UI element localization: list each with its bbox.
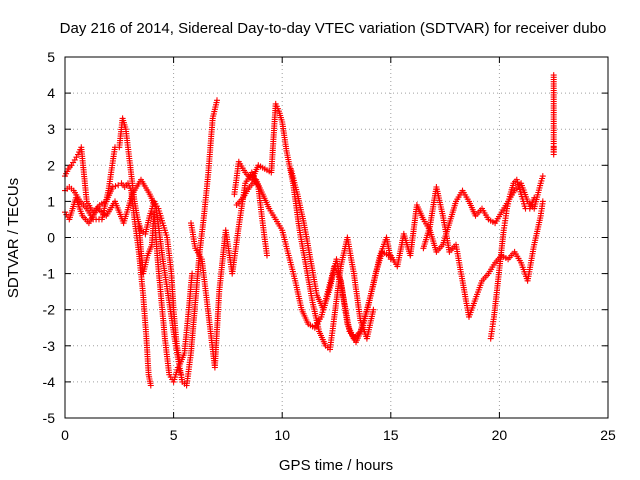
data-point-track-11 — [531, 194, 538, 201]
data-points — [62, 72, 557, 389]
plot-frame — [64, 56, 609, 419]
data-point-track-6 — [370, 306, 377, 313]
y-tick-label: 2 — [47, 157, 55, 173]
tick-labels: 0 5 10 15 20 25 -5 -4 -3 -2 -1 0 1 2 3 4 5 — [43, 49, 616, 443]
chart-title: Day 216 of 2014, Sidereal Day-to-day VTE… — [60, 20, 607, 37]
y-tick-label: 4 — [47, 85, 55, 101]
data-point-track-5 — [264, 252, 270, 259]
y-tick-label: -5 — [43, 410, 56, 426]
data-point-track-1 — [147, 382, 154, 389]
y-tick-label: -4 — [43, 374, 56, 390]
data-point-track-10 — [539, 198, 546, 205]
grid-lines — [65, 57, 608, 418]
data-point-track-2 — [189, 270, 196, 277]
x-tick-label: 10 — [274, 427, 290, 443]
y-tick-label: 5 — [47, 49, 55, 65]
x-tick-label: 15 — [383, 427, 399, 443]
y-axis-label: SDTVAR / TECUs — [5, 178, 22, 298]
x-tick-label: 20 — [492, 427, 508, 443]
y-tick-label: 3 — [47, 121, 55, 137]
data-point-track-12 — [550, 144, 557, 151]
y-tick-label: -3 — [43, 338, 56, 354]
data-point-track-3 — [214, 97, 220, 104]
data-point-track-9 — [539, 173, 546, 180]
x-tick-label: 0 — [61, 427, 69, 443]
y-tick-label: 0 — [47, 230, 55, 246]
data-point-track-4 — [178, 371, 185, 378]
x-tick-label: 25 — [600, 427, 616, 443]
y-tick-label: -1 — [43, 266, 56, 282]
y-tick-label: 1 — [47, 193, 55, 209]
x-tick-label: 5 — [170, 427, 178, 443]
data-point-track-1 — [112, 183, 119, 190]
x-axis-label: GPS time / hours — [279, 457, 393, 474]
data-point-track-1 — [109, 184, 116, 190]
y-tick-label: -2 — [43, 302, 56, 318]
